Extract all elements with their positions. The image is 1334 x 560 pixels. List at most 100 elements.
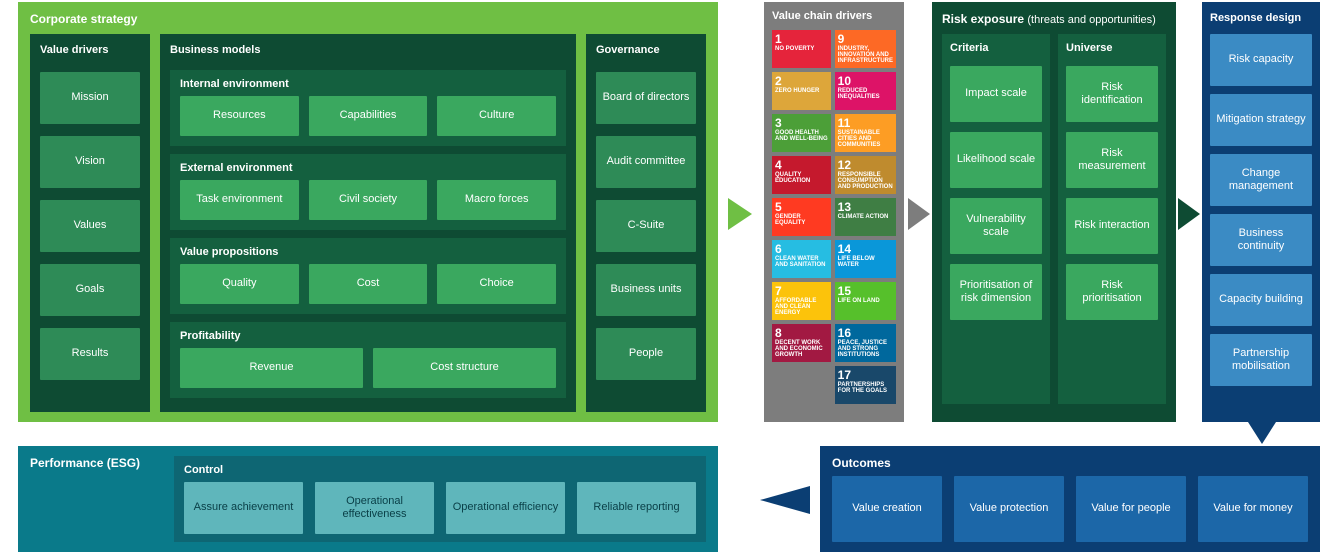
business-model-group: External environmentTask environmentCivi… [170,154,566,230]
control-chip: Reliable reporting [577,482,696,534]
outcomes-row: Value creationValue protectionValue for … [832,476,1308,542]
universe-chip: Risk prioritisation [1066,264,1158,320]
sdg-number: 3 [775,117,828,130]
sdg-number: 5 [775,201,828,214]
response-chip: Change management [1210,154,1312,206]
sdg-label: RESPONSIBLE CONSUMPTION AND PRODUCTION [838,172,893,191]
control-chip: Operational effectiveness [315,482,434,534]
sdg-label: NO POVERTY [775,46,828,52]
sdg-label: DECENT WORK AND ECONOMIC GROWTH [775,340,828,359]
value-drivers-column: Value drivers MissionVisionValuesGoalsRe… [30,34,150,412]
business-model-row: Task environmentCivil societyMacro force… [180,180,556,220]
business-model-row: QualityCostChoice [180,264,556,304]
sdg-tile: 15LIFE ON LAND [835,282,896,320]
sdg-tile: 3GOOD HEALTH AND WELL-BEING [772,114,831,152]
performance-panel: Performance (ESG) Control Assure achieve… [18,446,718,552]
business-model-chip: Cost [309,264,428,304]
universe-list: Risk identificationRisk measurementRisk … [1066,66,1158,320]
sdg-number: 6 [775,243,828,256]
sdg-number: 11 [838,117,893,130]
sdg-number: 8 [775,327,828,340]
sdg-number: 4 [775,159,828,172]
sdg-label: ZERO HUNGER [775,88,828,94]
business-model-group: Profitability RevenueCost structure [170,322,566,398]
business-model-chip: Revenue [180,348,363,388]
sdg-label: GENDER EQUALITY [775,214,828,227]
business-model-chip: Cost structure [373,348,556,388]
criteria-list: Impact scaleLikelihood scaleVulnerabilit… [950,66,1042,320]
business-model-group-title: Profitability [180,330,556,342]
sdg-tile: 6CLEAN WATER AND SANITATION [772,240,831,278]
business-models-column: Business models Internal environment Reso… [160,34,576,412]
sdg-number: 2 [775,75,828,88]
business-model-chip: Macro forces [437,180,556,220]
sdg-tile: 11SUSTAINABLE CITIES AND COMMUNITIES [835,114,896,152]
business-model-chip: Quality [180,264,299,304]
business-model-group-title: Internal environment [180,78,556,90]
outcomes-panel: Outcomes Value creationValue protectionV… [820,446,1320,552]
governance-chip: Business units [596,264,696,316]
control-row: Assure achievementOperational effectiven… [184,482,696,534]
outcome-chip: Value for money [1198,476,1308,542]
governance-title: Governance [596,44,696,56]
business-model-group: Value propositionsQualityCostChoice [170,238,566,314]
sdg-number: 17 [838,369,893,382]
outcomes-title: Outcomes [832,456,1308,470]
universe-title: Universe [1066,42,1158,54]
control-chip: Operational efficiency [446,482,565,534]
arrow-right-icon [908,198,930,230]
response-design-panel: Response design Risk capacityMitigation … [1202,2,1320,422]
risk-subtitle-text: (threats and opportunities) [1027,14,1155,26]
business-model-row: ResourcesCapabilitiesCulture [180,96,556,136]
value-driver-chip: Mission [40,72,140,124]
arrow-down-icon [1248,422,1276,444]
sdg-number: 13 [838,201,893,214]
sdg-label: CLIMATE ACTION [838,214,893,220]
sdg-number: 9 [838,33,893,46]
sdg-label: LIFE ON LAND [838,298,893,304]
sdg-label: REDUCED INEQUALITIES [838,88,893,101]
business-model-chip: Culture [437,96,556,136]
business-model-row: RevenueCost structure [180,348,556,388]
sdg-tile: 1NO POVERTY [772,30,831,68]
governance-chip: C-Suite [596,200,696,252]
business-models-groups: Internal environment ResourcesCapabilitie… [170,62,566,398]
sdg-tile: 17PARTNERSHIPS FOR THE GOALS [835,366,896,404]
response-chip: Partnership mobilisation [1210,334,1312,386]
sdg-tile: 4QUALITY EDUCATION [772,156,831,194]
sdg-number: 10 [838,75,893,88]
response-list: Risk capacityMitigation strategyChange m… [1210,34,1312,386]
governance-chip: People [596,328,696,380]
sdg-label: LIFE BELOW WATER [838,256,893,269]
control-box: Control Assure achievementOperational ef… [174,456,706,542]
sdg-label: PARTNERSHIPS FOR THE GOALS [838,382,893,395]
sdg-number: 7 [775,285,828,298]
response-design-title: Response design [1210,12,1312,24]
governance-list: Board of directors Audit committee C-Suite… [596,72,696,402]
risk-title-text: Risk exposure [942,12,1024,26]
response-chip: Capacity building [1210,274,1312,326]
value-driver-chip: Values [40,200,140,252]
sdg-tile: 9INDUSTRY, INNOVATION AND INFRASTRUCTURE [835,30,896,68]
sdg-label: INDUSTRY, INNOVATION AND INFRASTRUCTURE [838,46,893,65]
sdg-tile: 14LIFE BELOW WATER [835,240,896,278]
sdg-tile: 13CLIMATE ACTION [835,198,896,236]
corporate-strategy-title: Corporate strategy [30,12,706,26]
governance-chip: Audit committee [596,136,696,188]
sdg-grid: 1NO POVERTY9INDUSTRY, INNOVATION AND INF… [772,30,896,404]
business-model-group: Internal environment ResourcesCapabilitie… [170,70,566,146]
criteria-chip: Prioritisation of risk dimension [950,264,1042,320]
sdg-number: 16 [838,327,893,340]
arrow-right-icon [728,198,752,230]
outcome-chip: Value creation [832,476,942,542]
criteria-chip: Vulnerability scale [950,198,1042,254]
sdg-tile: 10REDUCED INEQUALITIES [835,72,896,110]
value-drivers-title: Value drivers [40,44,140,56]
sdg-number: 15 [838,285,893,298]
sdg-tile: 5GENDER EQUALITY [772,198,831,236]
business-models-title: Business models [170,44,566,56]
governance-column: Governance Board of directors Audit commi… [586,34,706,412]
response-chip: Business continuity [1210,214,1312,266]
governance-chip: Board of directors [596,72,696,124]
sdg-tile: 8DECENT WORK AND ECONOMIC GROWTH [772,324,831,362]
